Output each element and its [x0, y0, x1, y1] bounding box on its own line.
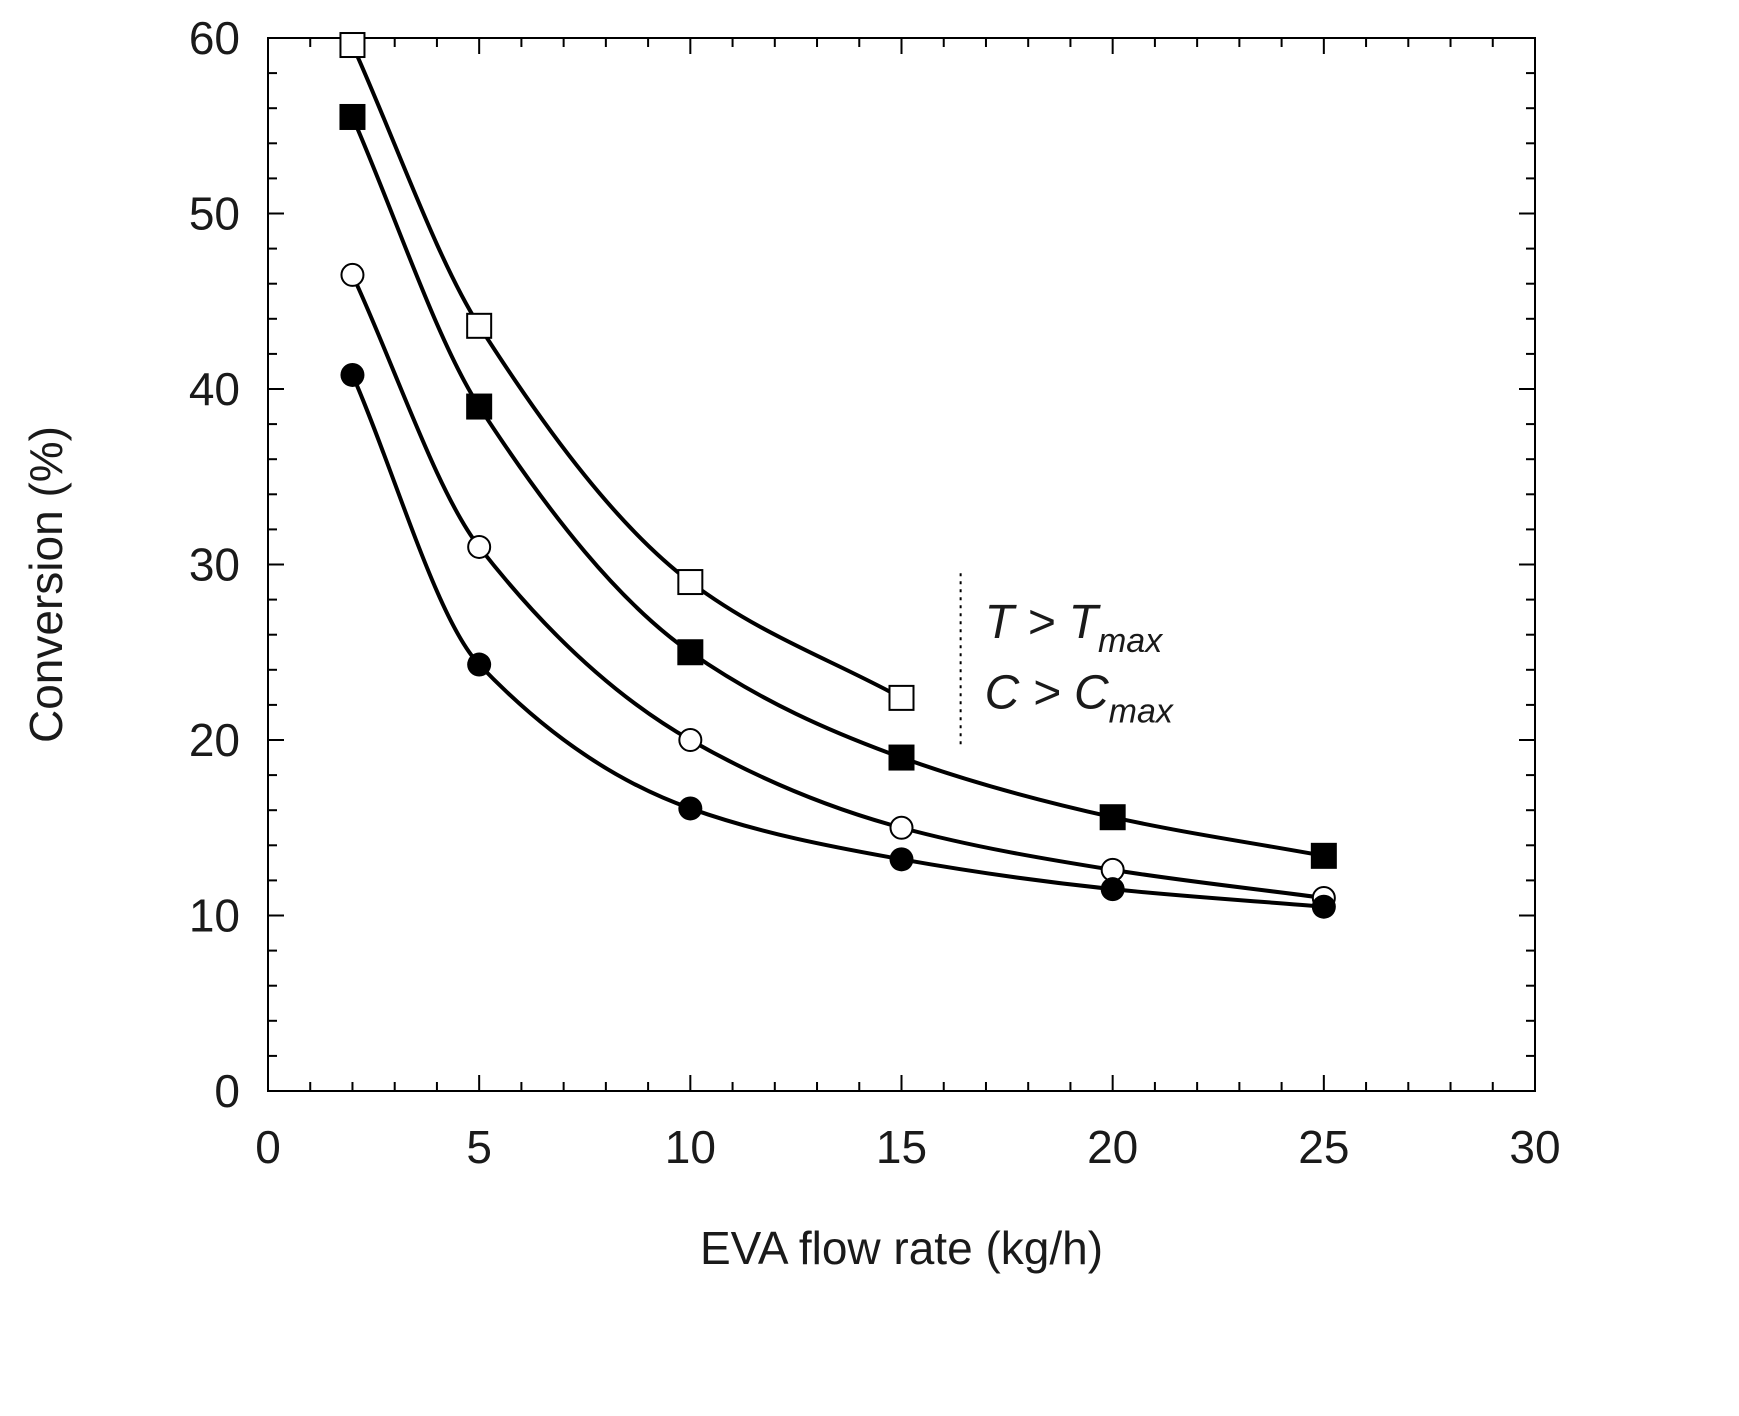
data-point-filled-square [677, 639, 704, 666]
annotation-line1-sub: max [1098, 622, 1163, 660]
data-point-open-square [888, 684, 915, 711]
y-tick-label: 50 [189, 188, 240, 240]
data-point-filled-square [339, 103, 366, 130]
data-point-open-circle [467, 534, 492, 559]
y-tick-label: 0 [214, 1065, 240, 1117]
data-point-filled-circle [467, 652, 492, 677]
data-point-open-circle [340, 262, 365, 287]
series-curve-4 [350, 372, 1326, 909]
y-tick-label: 40 [189, 363, 240, 415]
annotation-line1-main: T > T [985, 596, 1102, 649]
data-point-open-square [677, 569, 704, 596]
x-tick-label: 20 [1087, 1121, 1138, 1173]
series-curve-1 [350, 43, 904, 700]
annotation-line2-sub: max [1109, 692, 1174, 730]
x-tick-label: 30 [1509, 1121, 1560, 1173]
data-point-filled-circle [1311, 894, 1336, 919]
series-curve-2 [350, 114, 1326, 858]
series-curve-3 [350, 272, 1326, 900]
data-point-filled-square [1099, 804, 1126, 831]
annotation-temperature-limit: T > Tmax [985, 596, 1164, 660]
y-tick-label: 30 [189, 539, 240, 591]
data-point-open-square [339, 32, 366, 59]
x-tick-label: 10 [665, 1121, 716, 1173]
minor-ticks [268, 38, 1535, 1091]
data-point-open-square [466, 312, 493, 339]
data-point-filled-circle [1100, 877, 1125, 902]
annotation-line2-main: C > C [985, 666, 1109, 719]
x-tick-label: 25 [1298, 1121, 1349, 1173]
y-tick-labels: 0 10 20 30 40 50 60 [189, 12, 240, 1117]
annotation-concentration-limit: C > Cmax [985, 666, 1174, 730]
limit-annotation: T > Tmax C > Cmax [959, 573, 1174, 749]
major-ticks [267, 37, 1536, 1092]
data-point-filled-circle [678, 796, 703, 821]
data-point-filled-square [466, 393, 493, 420]
y-tick-label: 60 [189, 12, 240, 64]
y-tick-label: 10 [189, 890, 240, 942]
y-tick-label: 20 [189, 714, 240, 766]
data-point-open-circle [678, 728, 703, 752]
data-markers [339, 32, 1337, 919]
fit-curves [350, 43, 1326, 909]
x-tick-labels: 0 5 10 15 20 25 30 [255, 1121, 1560, 1173]
x-tick-label: 0 [255, 1121, 281, 1173]
data-point-filled-square [888, 744, 915, 771]
data-point-filled-circle [889, 847, 914, 872]
data-point-filled-circle [340, 362, 365, 387]
plot-frame [267, 37, 1536, 1092]
x-tick-label: 15 [876, 1121, 927, 1173]
y-axis-title: Conversion (%) [20, 426, 72, 743]
x-tick-label: 5 [466, 1121, 492, 1173]
x-axis-title: EVA flow rate (kg/h) [700, 1222, 1103, 1274]
data-point-open-circle [889, 815, 914, 840]
data-point-filled-square [1310, 842, 1337, 869]
